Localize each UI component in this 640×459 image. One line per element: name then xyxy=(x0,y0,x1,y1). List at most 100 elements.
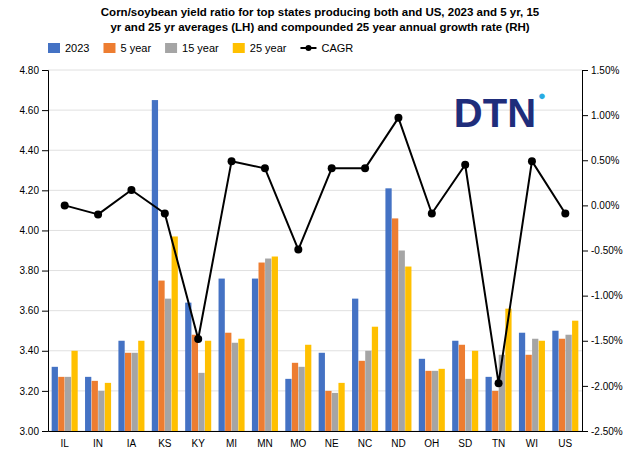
bar xyxy=(559,339,565,431)
tick-label: MI xyxy=(226,438,237,449)
legend-item: 5 year xyxy=(103,42,151,54)
tick-mark xyxy=(582,251,588,252)
tick-mark xyxy=(42,70,48,71)
bar xyxy=(532,339,538,431)
bar xyxy=(71,351,77,431)
tick-mark xyxy=(42,351,48,352)
marker xyxy=(495,379,503,387)
tick-mark xyxy=(42,391,48,392)
tick: 0.00% xyxy=(582,200,619,211)
bar xyxy=(338,383,344,431)
tick-label: 0.50% xyxy=(591,155,619,166)
grid-line xyxy=(48,350,582,351)
tick-label: WI xyxy=(526,438,538,449)
bar xyxy=(452,341,458,431)
bar xyxy=(392,218,398,431)
tick-label: TN xyxy=(492,438,505,449)
tick-label: 4.80 xyxy=(20,65,40,76)
tick-label: NC xyxy=(358,438,372,449)
tick: -2.00% xyxy=(582,381,623,392)
legend: 20235 year15 year25 yearCAGR xyxy=(48,42,353,54)
marker xyxy=(394,114,402,122)
tick: -0.50% xyxy=(582,245,623,256)
tick-label: 4.40 xyxy=(20,145,40,156)
legend-swatch xyxy=(48,43,60,53)
tick: 3.80 xyxy=(20,265,48,276)
bar xyxy=(399,251,405,432)
tick-label: 4.20 xyxy=(20,185,40,196)
bar xyxy=(298,367,304,431)
tick-label: IN xyxy=(93,438,103,449)
bar xyxy=(492,391,498,431)
bar xyxy=(325,391,331,431)
tick: -2.50% xyxy=(582,426,623,437)
bar xyxy=(285,379,291,431)
bar xyxy=(526,355,532,431)
legend-label: CAGR xyxy=(321,42,353,54)
bar xyxy=(252,279,258,431)
bar-series xyxy=(65,251,572,432)
legend-item: 25 year xyxy=(233,42,287,54)
tick-label: 3.00 xyxy=(20,426,40,437)
tick: IA xyxy=(127,438,137,449)
grid-line xyxy=(48,230,582,231)
tick: 1.50% xyxy=(582,65,619,76)
tick: MN xyxy=(257,438,273,449)
bar xyxy=(519,333,525,431)
tick-mark xyxy=(582,115,588,116)
tick: 3.60 xyxy=(20,305,48,316)
bar xyxy=(92,381,98,431)
bar xyxy=(552,331,558,431)
marker xyxy=(361,164,369,172)
legend-swatch xyxy=(233,43,245,53)
marker xyxy=(94,210,102,218)
bar xyxy=(85,377,91,431)
bar xyxy=(165,299,171,431)
tick: 4.40 xyxy=(20,145,48,156)
tick: US xyxy=(558,438,572,449)
bar xyxy=(425,371,431,431)
bar xyxy=(265,259,271,431)
bar xyxy=(459,345,465,431)
tick-mark xyxy=(582,296,588,297)
tick: WI xyxy=(526,438,538,449)
bar xyxy=(132,353,138,431)
y2-axis: -2.50%-2.00%-1.50%-1.00%-0.50%0.00%0.50%… xyxy=(582,65,623,437)
bar xyxy=(572,321,578,431)
marker xyxy=(194,335,202,343)
tick-mark xyxy=(582,205,588,206)
tick: MI xyxy=(226,438,237,449)
tick-label: US xyxy=(558,438,572,449)
x-axis: ILINIAKSKYMIMNMONENCNDOHSDTNWIUS xyxy=(49,432,583,450)
bar xyxy=(138,341,144,431)
tick-mark xyxy=(42,271,48,272)
legend-swatch xyxy=(305,45,311,51)
tick-label: OH xyxy=(424,438,439,449)
bar xyxy=(58,377,64,431)
bar xyxy=(225,333,231,431)
marker xyxy=(328,164,336,172)
bar xyxy=(486,377,492,431)
tick-label: -1.00% xyxy=(591,290,623,301)
tick: IN xyxy=(93,438,103,449)
tick: 0.50% xyxy=(582,155,619,166)
bar xyxy=(419,359,425,431)
legend-label: 15 year xyxy=(182,42,219,54)
annotation: DTN xyxy=(454,91,536,135)
tick-mark xyxy=(582,341,588,342)
tick-label: MN xyxy=(257,438,273,449)
tick-label: 3.20 xyxy=(20,386,40,397)
grid-line xyxy=(48,270,582,271)
bar-series xyxy=(71,236,578,431)
bar xyxy=(205,341,211,431)
tick-mark xyxy=(582,431,588,432)
tick: MO xyxy=(290,438,306,449)
tick-label: SD xyxy=(458,438,472,449)
tick: 1.00% xyxy=(582,110,619,121)
tick-label: 1.50% xyxy=(591,65,619,76)
bar xyxy=(98,391,104,431)
marker xyxy=(561,209,569,217)
tick-mark xyxy=(42,431,48,432)
tick: 3.40 xyxy=(20,345,48,356)
y-axis: 3.003.203.403.603.804.004.204.404.604.80 xyxy=(20,65,49,437)
